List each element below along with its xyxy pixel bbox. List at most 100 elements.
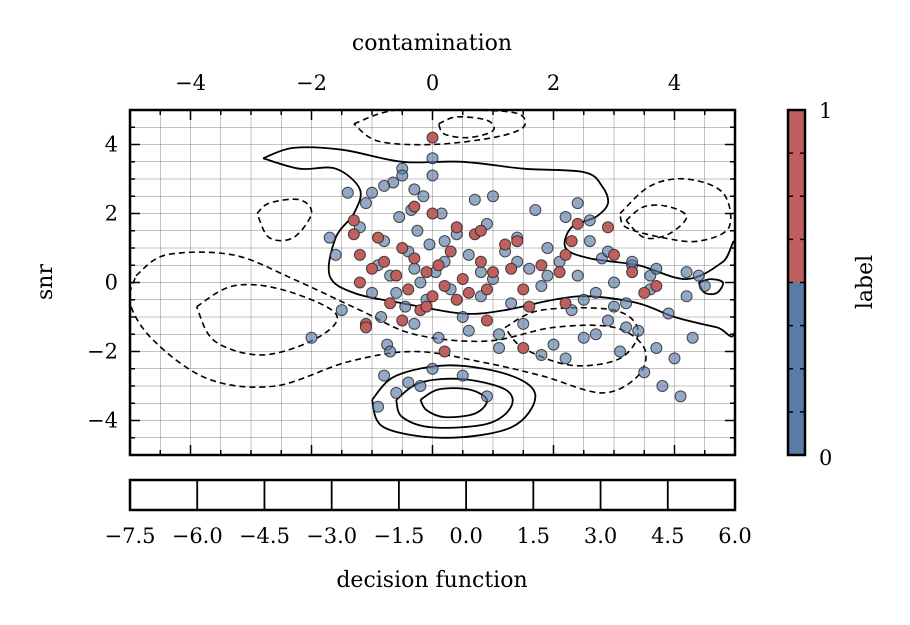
decision-tick-label: 1.5: [517, 524, 550, 548]
data-point-label-1: [571, 217, 584, 230]
decision-axis-title: decision function: [336, 568, 527, 593]
data-point-label-0: [408, 262, 421, 275]
data-point-label-0: [571, 269, 584, 282]
data-point-label-0: [589, 328, 602, 341]
data-point-label-1: [480, 314, 493, 327]
contour-dashed: [353, 110, 527, 146]
data-point-label-0: [656, 380, 669, 392]
data-point-label-1: [480, 283, 493, 296]
data-point-label-1: [408, 252, 421, 265]
data-point-label-0: [632, 324, 645, 337]
y-tick-label: −4: [87, 409, 118, 433]
data-point-label-0: [559, 352, 572, 365]
data-point-label-0: [583, 235, 596, 248]
data-point-label-1: [450, 293, 463, 306]
data-point-label-0: [414, 380, 427, 392]
data-point-label-1: [517, 283, 530, 296]
decision-axis-ticks: −7.5 −6.0 −4.5 −3.0 −1.5 0.0 1.5 3.0 4.5 6.0: [105, 480, 752, 548]
data-point-label-1: [353, 248, 366, 261]
data-point-label-1: [366, 262, 378, 275]
data-point-label-1: [487, 266, 499, 279]
data-point-label-1: [396, 314, 409, 327]
data-point-label-0: [462, 248, 475, 261]
data-point-label-0: [417, 190, 430, 203]
contour-solid: [419, 387, 488, 419]
decision-tick-label: −1.5: [373, 524, 424, 548]
decision-tick-label: 6.0: [718, 524, 751, 548]
y-axis-title: snr: [33, 264, 58, 300]
data-point-label-0: [366, 286, 378, 299]
data-point-label-1: [438, 345, 451, 358]
decision-tick-label: −6.0: [172, 524, 223, 548]
data-point-label-1: [353, 276, 366, 289]
data-point-label-0: [390, 286, 403, 299]
data-point-label-0: [523, 262, 536, 275]
data-point-label-0: [614, 345, 627, 358]
data-point-label-0: [680, 290, 693, 303]
data-point-label-0: [423, 238, 436, 251]
contour-dashed: [195, 283, 338, 356]
data-point-label-0: [535, 279, 548, 292]
decision-tick-label: 3.0: [584, 524, 617, 548]
decision-tick-label: 4.5: [651, 524, 684, 548]
decision-tick-label: −4.5: [239, 524, 290, 548]
x-tick-label: 2: [547, 71, 560, 95]
data-point-label-1: [626, 266, 639, 279]
colorbar-tick-label: 0: [819, 446, 832, 470]
data-point-label-1: [474, 224, 487, 237]
data-point-label-0: [456, 369, 469, 382]
data-point-label-1: [420, 266, 433, 279]
data-point-label-0: [698, 279, 711, 292]
data-point-label-0: [426, 169, 439, 182]
data-point-label-1: [535, 259, 548, 272]
data-point-label-0: [474, 266, 487, 279]
data-point-label-0: [541, 242, 554, 254]
data-point-label-0: [414, 276, 427, 289]
data-point-label-1: [559, 248, 572, 261]
data-point-label-1: [396, 242, 409, 254]
colorbar-tick-label: 1: [819, 99, 832, 123]
data-point-label-1: [384, 297, 397, 310]
axis-ticks: −4 −2 0 2 4 4 2 0 −2 −4: [87, 71, 736, 456]
data-point-label-0: [577, 293, 590, 306]
data-point-label-0: [589, 286, 602, 299]
contour-dashed: [504, 306, 640, 367]
data-point-label-0: [378, 369, 391, 382]
data-point-label-0: [620, 321, 633, 334]
data-point-label-1: [638, 286, 651, 299]
contour-dashed: [625, 204, 688, 240]
data-point-label-1: [408, 200, 421, 213]
data-point-label-0: [541, 269, 554, 282]
data-point-label-1: [359, 321, 372, 334]
data-point-label-0: [535, 348, 548, 361]
data-point-label-0: [517, 317, 530, 330]
data-point-label-0: [390, 386, 403, 399]
data-point-label-0: [323, 231, 336, 244]
decision-axis-box: [128, 478, 737, 512]
data-point-label-1: [462, 286, 475, 299]
data-point-label-1: [420, 300, 433, 313]
data-point-label-0: [456, 311, 469, 323]
y-tick-label: −2: [87, 340, 118, 364]
data-point-label-0: [411, 224, 424, 237]
data-point-label-0: [529, 204, 542, 217]
data-point-label-0: [426, 362, 439, 375]
data-point-label-1: [553, 266, 566, 279]
colorbar-title: label: [853, 255, 878, 309]
contour-solid: [371, 364, 537, 439]
data-point-label-0: [305, 331, 318, 344]
data-point-label-0: [601, 314, 614, 327]
y-tick-label: 2: [105, 202, 118, 226]
data-point-label-0: [571, 197, 584, 210]
data-point-label-0: [674, 390, 687, 403]
decision-tick-label: −3.0: [306, 524, 357, 548]
data-point-label-1: [438, 279, 451, 292]
data-point-label-0: [608, 276, 620, 289]
data-point-label-0: [366, 186, 378, 199]
data-point-label-1: [456, 273, 469, 286]
data-point-label-1: [426, 207, 439, 220]
contour-solid: [395, 377, 514, 429]
scatter-points: [305, 131, 711, 413]
data-point-label-1: [426, 290, 439, 303]
